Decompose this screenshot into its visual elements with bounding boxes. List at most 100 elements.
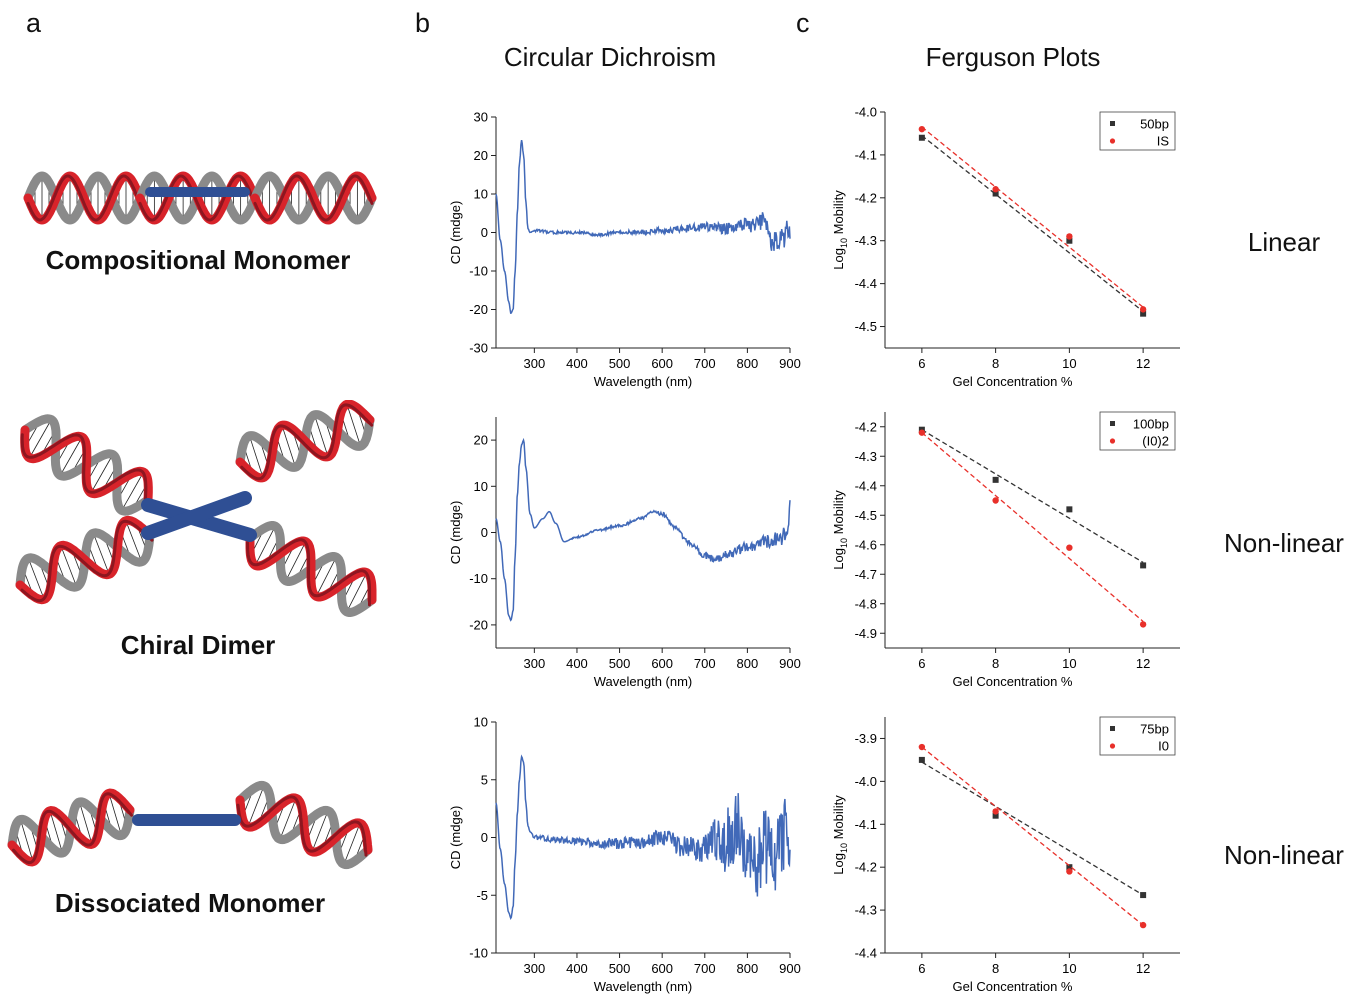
data-point-circle	[1139, 621, 1147, 628]
data-point-square	[992, 476, 999, 483]
y-tick-label: 5	[481, 772, 488, 787]
legend-box	[1099, 716, 1176, 756]
y-tick-label: -4.0	[855, 774, 877, 789]
x-tick-label: 300	[523, 656, 545, 671]
data-point-square	[1066, 506, 1073, 513]
x-axis-label: Gel Concentration %	[953, 674, 1073, 689]
cd-chart-row3: 300 400 500 600 700 800 900 -10 -5 0 5 10 Wavelength…	[448, 715, 801, 995]
x-tick-label: 8	[992, 961, 999, 976]
data-point-circle	[1066, 233, 1073, 240]
data-point-circle	[992, 186, 999, 193]
x-axis-label: Wavelength (nm)	[594, 979, 693, 994]
x-tick-label: 300	[523, 961, 545, 976]
x-tick-label: 900	[779, 356, 801, 371]
dna-helix-bottom-right	[245, 521, 377, 617]
data-point-circle	[1139, 921, 1147, 929]
connector-bar-2	[141, 491, 252, 540]
y-tick-label: -4.2	[855, 860, 877, 875]
x-axis-label: Wavelength (nm)	[594, 674, 693, 689]
x-tick-label: 600	[651, 656, 673, 671]
y-tick-label: -20	[469, 302, 488, 317]
x-tick-label: 800	[737, 656, 759, 671]
panel-letter-b: b	[415, 8, 431, 38]
x-tick-label: 600	[651, 356, 673, 371]
legend-label: IS	[1157, 134, 1170, 149]
y-tick-label: -20	[469, 617, 488, 632]
y-tick-label: -4.2	[855, 419, 877, 434]
x-tick-label: 10	[1062, 961, 1076, 976]
dna-helix-top-left	[20, 414, 153, 516]
legend-box	[1099, 411, 1176, 451]
legend-marker	[1109, 438, 1116, 444]
data-point-square	[1140, 892, 1147, 899]
panel-letter-a: a	[26, 8, 42, 38]
classification-row3: Non-linear	[1224, 840, 1344, 870]
y-tick-label: -4.8	[855, 596, 877, 611]
y-tick-label: 30	[474, 110, 488, 125]
y-tick-label: -30	[469, 341, 488, 356]
y-tick-label: 0	[481, 225, 488, 240]
x-tick-label: 400	[566, 656, 588, 671]
y-tick-label: -3.9	[855, 731, 877, 746]
fit-line-0	[921, 761, 1144, 896]
ferguson-chart-row3: 6 8 10 12 -3.9 -4.0 -4.1 -4.2 -4.3 -4.4 Gel Concen…	[831, 716, 1180, 994]
data-point-square	[1066, 864, 1073, 871]
y-tick-label: -4.1	[855, 147, 877, 162]
data-point-circle	[1139, 306, 1147, 313]
ferguson-column-title: Ferguson Plots	[925, 42, 1101, 72]
x-tick-label: 800	[737, 356, 759, 371]
structure-label-compositional-monomer: Compositional Monomer	[45, 245, 351, 275]
y-tick-label: 20	[474, 433, 488, 448]
data-point-square	[918, 134, 925, 141]
x-tick-label: 6	[918, 656, 925, 671]
data-point-square	[992, 812, 999, 819]
dna-helix-left	[7, 788, 135, 867]
ferguson-chart-row2: 6 8 10 12 -4.2 -4.3 -4.4 -4.5 -4.6 -4.7 -4.8 -4.9 Ge…	[831, 411, 1180, 689]
compositional-monomer-illustration	[23, 171, 377, 225]
y-tick-label: -4.4	[855, 478, 877, 493]
y-tick-label: 0	[481, 525, 488, 540]
x-tick-label: 12	[1136, 356, 1150, 371]
data-point-circle	[918, 125, 926, 133]
y-tick-label: -4.1	[855, 817, 877, 832]
y-axis-label: Log10 Mobility	[831, 490, 849, 570]
dna-helix-left	[23, 171, 377, 225]
x-tick-label: 600	[651, 961, 673, 976]
x-tick-label: 8	[992, 356, 999, 371]
data-point-square	[992, 190, 999, 197]
cd-chart-row1: 300 400 500 600 700 800 900 -30 -20 -10 0 10 20 30 Wav…	[448, 110, 801, 390]
y-tick-label: -10	[469, 571, 488, 586]
legend-marker	[1110, 421, 1115, 426]
x-tick-label: 700	[694, 356, 716, 371]
y-tick-label: -10	[469, 264, 488, 279]
cd-spectrum-line	[495, 139, 791, 314]
y-axis-label: CD (mdge)	[448, 806, 463, 870]
legend-label: I0	[1158, 739, 1169, 754]
x-tick-label: 8	[992, 656, 999, 671]
x-axis-label: Gel Concentration %	[953, 374, 1073, 389]
x-axis-label: Wavelength (nm)	[594, 374, 693, 389]
y-tick-label: 10	[474, 715, 488, 730]
x-tick-label: 10	[1062, 356, 1076, 371]
dna-helix-right	[250, 171, 377, 225]
classification-row2: Non-linear	[1224, 528, 1344, 558]
y-tick-label: -4.6	[855, 537, 877, 552]
y-axis-label: CD (mdge)	[448, 201, 463, 265]
y-tick-label: -5	[476, 888, 488, 903]
legend-label: (I0)2	[1142, 434, 1169, 449]
x-tick-label: 400	[566, 356, 588, 371]
x-tick-label: 500	[609, 656, 631, 671]
y-axis-label: CD (mdge)	[448, 501, 463, 565]
dna-helix-middle	[135, 171, 260, 225]
legend-marker	[1109, 138, 1116, 144]
y-tick-label: 10	[474, 187, 488, 202]
dna-helix-right	[235, 780, 373, 870]
x-tick-label: 700	[694, 961, 716, 976]
x-tick-label: 900	[779, 961, 801, 976]
data-point-square	[918, 756, 925, 763]
y-tick-label: 20	[474, 148, 488, 163]
ferguson-chart-row1: 6 8 10 12 -4.0 -4.1 -4.2 -4.3 -4.4 -4.5 Gel Concen…	[831, 105, 1180, 389]
data-point-circle	[1066, 544, 1073, 551]
data-point-square	[1140, 562, 1147, 569]
data-point-circle	[918, 429, 926, 436]
